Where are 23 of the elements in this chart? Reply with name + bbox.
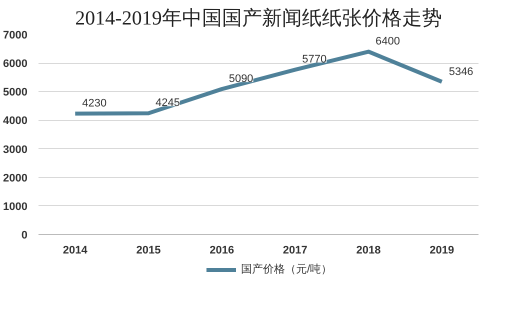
y-tick-label: 1000 bbox=[3, 200, 28, 213]
x-tick-label: 2018 bbox=[356, 244, 381, 256]
y-tick-label: 2000 bbox=[3, 172, 28, 184]
y-tick-label: 3000 bbox=[3, 144, 28, 156]
data-label: 4245 bbox=[156, 97, 180, 110]
data-label: 5090 bbox=[228, 73, 254, 86]
y-tick-label: 6000 bbox=[3, 58, 28, 70]
line-series bbox=[73, 50, 444, 116]
y-tick-label: 0 bbox=[21, 230, 28, 242]
y-tick-label: 7000 bbox=[3, 30, 28, 42]
x-tick-label: 2019 bbox=[430, 244, 454, 256]
x-tick-label: 2015 bbox=[136, 244, 161, 256]
y-tick-label: 5000 bbox=[3, 86, 28, 99]
data-label: 5346 bbox=[448, 66, 474, 78]
data-label: 6400 bbox=[376, 36, 400, 48]
x-tick-label: 2016 bbox=[210, 244, 234, 256]
data-label: 4230 bbox=[82, 98, 107, 110]
chart-title: 2014-2019年中国国产新闻纸纸张价格走势 bbox=[75, 8, 442, 30]
legend-label: 国产价格（元/吨） bbox=[240, 262, 332, 276]
x-tick-label: 2017 bbox=[282, 244, 308, 256]
x-tick-label: 2014 bbox=[62, 244, 88, 256]
y-tick-label: 4000 bbox=[3, 115, 28, 128]
data-label: 5770 bbox=[302, 54, 327, 66]
